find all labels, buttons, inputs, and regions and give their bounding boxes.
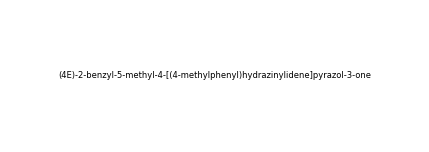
- Text: (4E)-2-benzyl-5-methyl-4-[(4-methylphenyl)hydrazinylidene]pyrazol-3-one: (4E)-2-benzyl-5-methyl-4-[(4-methylpheny…: [58, 71, 371, 81]
